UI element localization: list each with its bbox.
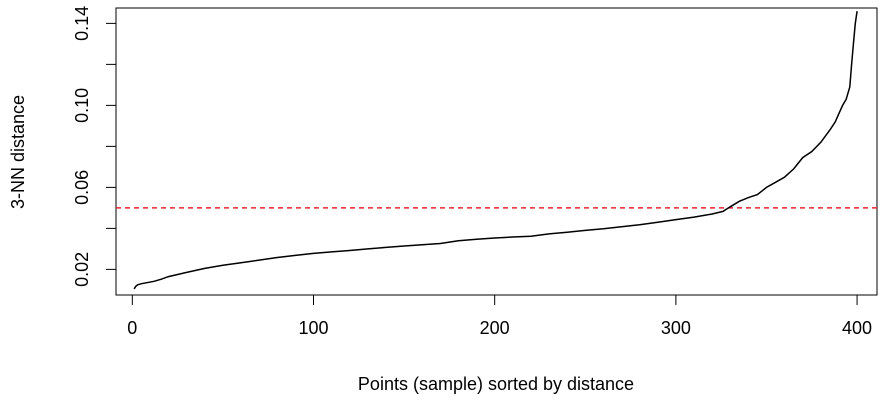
x-tick-label: 0 <box>127 318 137 338</box>
x-tick-label: 200 <box>480 318 510 338</box>
distance-series-line <box>133 10 858 290</box>
x-axis-title: Points (sample) sorted by distance <box>358 374 634 394</box>
y-tick-label: 0.06 <box>72 170 92 205</box>
y-tick-label: 0.10 <box>72 88 92 123</box>
x-tick-label: 100 <box>298 318 328 338</box>
x-tick-label: 300 <box>661 318 691 338</box>
y-tick-label: 0.02 <box>72 252 92 287</box>
x-tick-label: 400 <box>842 318 872 338</box>
plot-area-border <box>115 7 878 296</box>
y-axis: 0.02 0.06 0.10 0.14 <box>72 6 117 287</box>
y-axis-title: 3-NN distance <box>8 95 28 209</box>
y-tick-label: 0.14 <box>72 6 92 41</box>
x-axis: 0 100 200 300 400 <box>127 294 872 338</box>
